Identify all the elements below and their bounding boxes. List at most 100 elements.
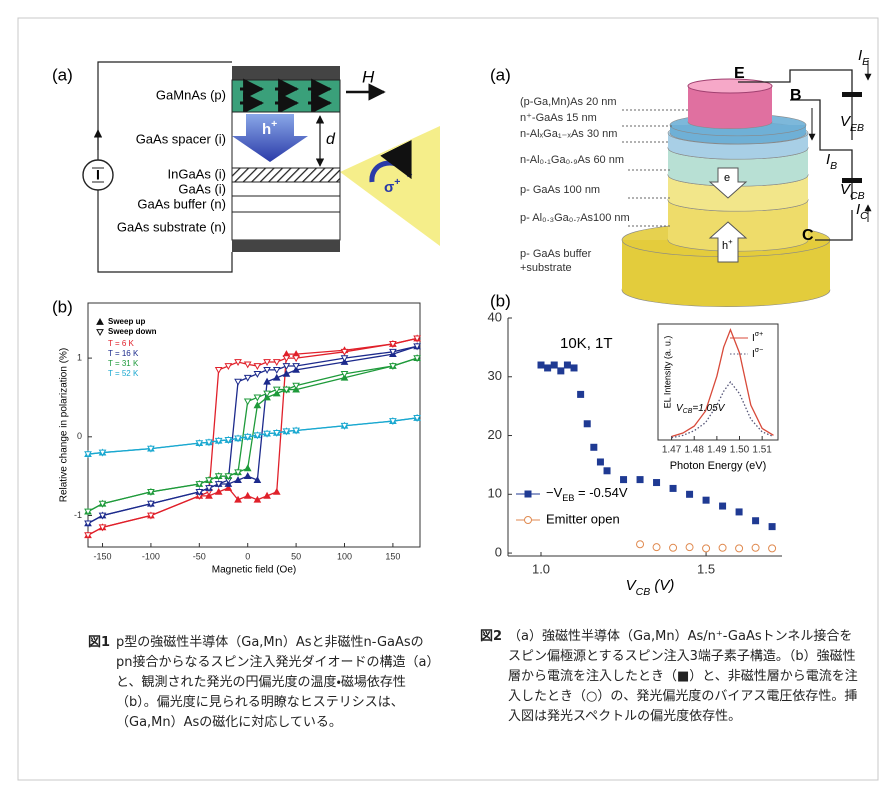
gaas-layer <box>232 182 340 196</box>
legend-marker <box>97 319 103 324</box>
data-point <box>245 493 251 498</box>
page: (a) I GaMnAs (p) GaAs spacer (i) InGaAs … <box>0 0 896 798</box>
distance-label: d <box>326 131 336 148</box>
layer-label: GaAs (i) <box>178 181 226 196</box>
battery <box>842 92 862 97</box>
data-point <box>245 473 251 478</box>
data-point <box>584 420 591 427</box>
substrate-layer <box>232 212 340 240</box>
panel-label: (a) <box>490 65 511 84</box>
x-tick-label: -100 <box>142 551 160 561</box>
data-point <box>564 362 571 369</box>
data-point <box>544 364 551 371</box>
data-point <box>769 545 776 552</box>
data-point <box>216 368 222 373</box>
layer-label: GaMnAs (p) <box>156 87 226 102</box>
text-part: =1.05V <box>692 403 725 414</box>
text-part: CB <box>636 586 651 598</box>
layer-label: p- GaAs buffer <box>520 248 592 260</box>
layer-label: p- GaAs 100 nm <box>520 184 600 196</box>
text-part: = -0.54V <box>574 485 627 500</box>
panel-label: (a) <box>52 65 73 84</box>
data-point <box>557 367 564 374</box>
x-tick-label: 1.0 <box>532 561 550 576</box>
data-point <box>653 544 660 551</box>
text-part: σ− <box>755 347 763 354</box>
fig1-diagram: (a) I GaMnAs (p) GaAs spacer (i) InGaAs … <box>52 62 440 316</box>
text-part: CB <box>850 190 865 202</box>
text-part: −V <box>546 485 563 500</box>
annotation: 10K, 1T <box>560 335 613 352</box>
y-tick-label: 20 <box>488 427 502 442</box>
data-point <box>736 545 743 552</box>
layer-label: InGaAs (i) <box>167 166 226 181</box>
legend-marker <box>97 330 103 335</box>
x-tick-label: 0 <box>245 551 250 561</box>
text-part: EB <box>850 122 864 134</box>
caption-text: （a）強磁性半導体（Ga,Mn）As/n⁺-GaAsトンネル接合をスピン偏極源と… <box>508 627 860 727</box>
layer-label: +substrate <box>520 262 572 274</box>
field-label: H <box>362 67 375 86</box>
series-line <box>88 358 417 511</box>
data-point <box>538 362 545 369</box>
data-point <box>274 489 280 494</box>
caption-label: 図1 <box>88 633 110 653</box>
contact-layer <box>232 66 340 80</box>
data-point <box>769 523 776 530</box>
layer-label: GaAs buffer (n) <box>137 196 226 211</box>
data-point <box>551 362 558 369</box>
data-point <box>752 517 759 524</box>
layer-label: p- Al₀.₃Ga₀.₇As100 nm <box>520 212 630 224</box>
layer-label: n-Al₀.₁Ga₀.₉As 60 nm <box>520 154 624 166</box>
legend-label: T = 6 K <box>108 339 135 348</box>
data-point <box>577 391 584 398</box>
data-point <box>235 379 241 384</box>
legend-label: Sweep up <box>108 317 145 326</box>
series-line <box>88 418 417 454</box>
y-tick-label: -1 <box>74 510 82 520</box>
x-axis-label: Magnetic field (Oe) <box>212 565 296 576</box>
data-point <box>686 491 693 498</box>
data-point <box>670 485 677 492</box>
text-part: E <box>862 56 870 68</box>
legend-label: −VEB = -0.54V <box>546 485 628 503</box>
data-point <box>245 399 251 404</box>
x-tick-label: 100 <box>337 551 352 561</box>
text-part: + <box>271 118 277 130</box>
text-part: EB <box>562 493 574 503</box>
y-axis-label: Relative change in polarization (%) <box>59 348 70 503</box>
text-part: + <box>728 237 733 246</box>
x-tick-label: 1.47 <box>662 445 682 456</box>
data-point <box>597 458 604 465</box>
y-tick-label: 1 <box>77 352 82 362</box>
x-tick-label: 1.48 <box>684 445 704 456</box>
y-tick-label: 0 <box>495 544 502 559</box>
y-tick-label: 0 <box>77 431 82 441</box>
layer-label: GaAs substrate (n) <box>117 219 226 234</box>
contact-layer <box>232 240 340 252</box>
panel-label: (b) <box>52 297 73 316</box>
legend-label: Emitter open <box>546 511 620 526</box>
terminal-label: C <box>802 227 814 244</box>
y-tick-label: 40 <box>488 309 502 324</box>
caption-label: 図2 <box>480 627 502 647</box>
data-point <box>637 476 644 483</box>
x-tick-label: 1.5 <box>697 561 715 576</box>
terminal-label: E <box>734 65 745 82</box>
data-point <box>245 465 251 470</box>
data-point <box>571 364 578 371</box>
buffer-layer <box>232 196 340 212</box>
data-point <box>653 479 660 486</box>
caption-text: p型の強磁性半導体（Ga,Mn）Asと非磁性n-GaAsのpn接合からなるスピン… <box>116 633 438 733</box>
legend-label: Sweep down <box>108 327 157 336</box>
x-tick-label: 50 <box>291 551 301 561</box>
data-point <box>686 544 693 551</box>
data-point <box>670 544 677 551</box>
mesa-top <box>688 79 772 93</box>
current-label: IC <box>856 201 868 222</box>
text-part: (V) <box>650 577 674 594</box>
panel-label: (b) <box>490 291 511 310</box>
legend-marker <box>525 491 532 498</box>
y-tick-label: 30 <box>488 368 502 383</box>
text-part: B <box>830 160 837 172</box>
